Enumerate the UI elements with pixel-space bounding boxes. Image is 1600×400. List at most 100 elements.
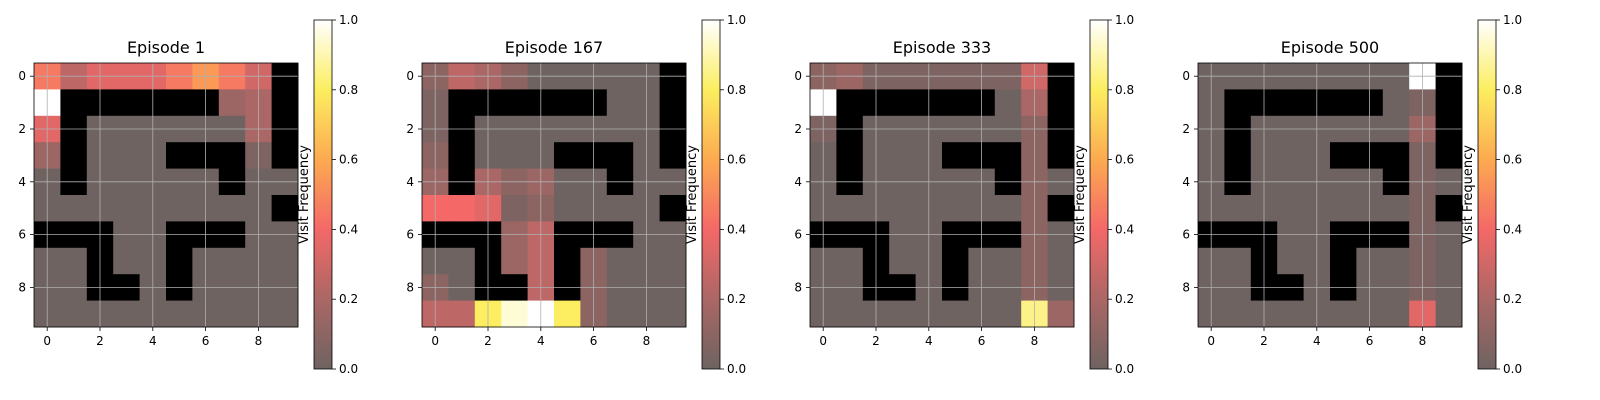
colorbar-tick-label: 0.2 — [1503, 292, 1522, 306]
colorbar-tick-label: 0.8 — [1115, 83, 1134, 97]
colorbar-tick-label: 0.0 — [339, 362, 358, 376]
colorbar-tick-label: 1.0 — [339, 13, 358, 27]
wall-cell — [942, 247, 969, 275]
wall-cell — [166, 247, 193, 275]
colorbar-tick-label: 0.6 — [339, 153, 358, 167]
x-tick-label: 4 — [1313, 334, 1321, 348]
heat-cell — [1277, 142, 1304, 169]
heat-cell — [1224, 300, 1252, 328]
heat-cell — [889, 142, 916, 169]
heat-cell — [1277, 195, 1304, 222]
heat-cell — [994, 300, 1022, 328]
wall-cell — [1047, 142, 1075, 169]
wall-cell — [659, 89, 687, 117]
y-tick-label: 2 — [406, 122, 414, 136]
heat-cell — [994, 247, 1022, 275]
wall-cell — [942, 89, 969, 117]
wall-cell — [659, 195, 687, 222]
heat-cell — [554, 300, 581, 328]
y-tick-label: 2 — [18, 122, 26, 136]
wall-cell — [448, 89, 476, 117]
wall-cell — [448, 142, 476, 169]
heat-cell — [113, 195, 140, 222]
y-tick-label: 8 — [18, 280, 26, 294]
colorbar-tick-label: 0.4 — [339, 222, 358, 236]
heat-cell — [659, 300, 687, 328]
heat-cell — [218, 300, 246, 328]
wall-cell — [554, 247, 581, 275]
wall-cell — [113, 89, 140, 117]
colorbar-tick-label: 0.2 — [1115, 292, 1134, 306]
wall-cell — [166, 142, 193, 169]
heat-cell — [166, 300, 193, 328]
wall-cell — [1224, 89, 1252, 117]
colorbar — [701, 19, 721, 370]
heat-cell — [218, 247, 246, 275]
colorbar — [1089, 19, 1109, 370]
panel-title: Episode 333 — [893, 38, 991, 57]
wall-cell — [606, 142, 634, 169]
heat-cell — [994, 195, 1022, 222]
y-tick-label: 8 — [406, 280, 414, 294]
heat-cell — [1382, 195, 1410, 222]
x-tick-label: 2 — [872, 334, 880, 348]
heat-cell — [836, 195, 864, 222]
y-tick-label: 4 — [1182, 175, 1190, 189]
x-tick-label: 4 — [925, 334, 933, 348]
heat-cell — [501, 195, 528, 222]
wall-cell — [659, 142, 687, 169]
y-tick-label: 0 — [18, 69, 26, 83]
heat-cell — [606, 195, 634, 222]
colorbar — [313, 19, 333, 370]
heat-cell — [1382, 300, 1410, 328]
panel-title: Episode 500 — [1281, 38, 1379, 57]
wall-cell — [60, 89, 88, 117]
heat-cell — [942, 195, 969, 222]
y-tick-label: 0 — [794, 69, 802, 83]
heat-cell — [448, 195, 476, 222]
wall-cell — [60, 142, 88, 169]
heat-cell — [1277, 300, 1304, 328]
y-tick-label: 0 — [406, 69, 414, 83]
x-tick-label: 6 — [1366, 334, 1374, 348]
y-tick-label: 4 — [18, 175, 26, 189]
heat-cell — [113, 300, 140, 328]
colorbar-tick-label: 0.0 — [727, 362, 746, 376]
x-tick-label: 6 — [590, 334, 598, 348]
heat-cell — [1277, 247, 1304, 275]
wall-cell — [836, 142, 864, 169]
heat-cell — [1047, 247, 1075, 275]
y-tick-label: 6 — [1182, 228, 1190, 242]
colorbar-label: Visit Frequency — [297, 145, 312, 244]
heat-cell — [1435, 300, 1463, 328]
wall-cell — [166, 89, 193, 117]
heat-cell — [218, 195, 246, 222]
colorbar-label: Visit Frequency — [1461, 145, 1476, 244]
wall-cell — [501, 89, 528, 117]
heat-cell — [1330, 195, 1357, 222]
panel-title: Episode 167 — [505, 38, 603, 57]
heatmap-panel-2: Episode 167 0 2 4 6 8 0 2 4 6 8 0.0 0.2 0.4 0.6 0.8 1.0 V… — [406, 13, 746, 376]
heat-cell — [1047, 300, 1075, 328]
wall-cell — [554, 142, 581, 169]
heat-cell — [554, 195, 581, 222]
heat-cell — [889, 195, 916, 222]
heat-cell — [889, 247, 916, 275]
heat-cell — [448, 247, 476, 275]
heatmap-panel-1: Episode 1 0 2 4 6 8 0 2 4 6 8 0.0 0.2 0.4 0.6 0.8 1.0 Vis… — [18, 13, 358, 376]
colorbar-tick-label: 1.0 — [1115, 13, 1134, 27]
y-tick-label: 6 — [406, 228, 414, 242]
y-tick-label: 2 — [794, 122, 802, 136]
heat-cell — [606, 89, 634, 117]
heat-cell — [889, 300, 916, 328]
wall-cell — [218, 142, 246, 169]
heat-cell — [1382, 247, 1410, 275]
heat-cell — [501, 300, 528, 328]
heat-cell — [1330, 300, 1357, 328]
wall-cell — [1435, 195, 1463, 222]
y-tick-label: 0 — [1182, 69, 1190, 83]
colorbar-tick-label: 0.8 — [727, 83, 746, 97]
colorbar-tick-label: 1.0 — [1503, 13, 1522, 27]
y-tick-label: 6 — [794, 228, 802, 242]
